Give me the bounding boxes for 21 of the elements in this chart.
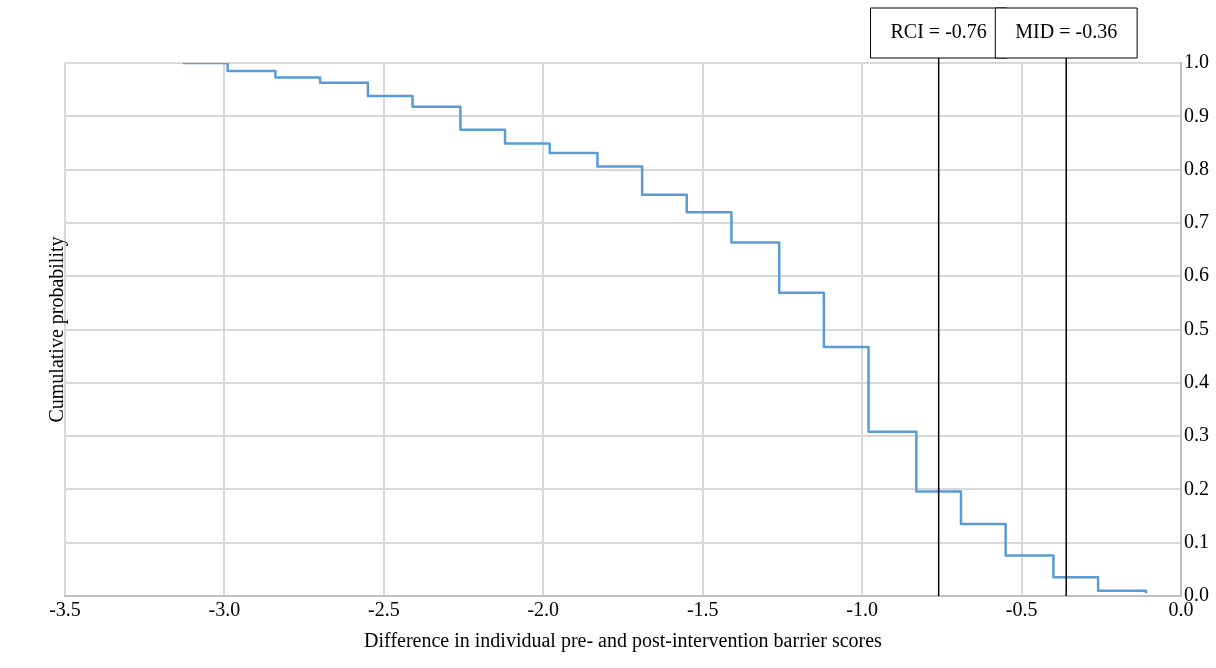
y-tick-label: 0.8 [1184,156,1209,179]
y-tick-label: 0.1 [1184,529,1209,552]
x-tick-label: -1.5 [686,598,719,621]
y-tick-label: 0.2 [1184,476,1209,499]
ref-line-label: RCI = -0.76 [890,20,987,43]
x-tick-label: -2.5 [368,598,400,621]
y-tick-label: 0.5 [1184,316,1209,339]
y-tick-label: 0.7 [1184,210,1209,233]
x-tick-label: -3.0 [208,598,241,621]
y-tick-label: 0.4 [1184,370,1209,393]
y-tick-label: 0.9 [1184,103,1209,126]
x-tick-label: -3.5 [49,598,81,621]
x-axis-title: Difference in individual pre- and post-intervention barrier scores [364,629,883,653]
x-tick-label: -2.0 [527,598,560,621]
y-tick-label: 1.0 [1184,50,1209,73]
x-tick-label: -1.0 [846,598,878,621]
y-tick-label: 0.3 [1184,423,1209,446]
y-axis-title: Cumulative probability [45,236,69,423]
x-tick-label: -0.5 [1005,598,1038,621]
ref-line-label: MID = -0.36 [1015,20,1118,43]
y-tick-label: 0.6 [1184,263,1209,286]
